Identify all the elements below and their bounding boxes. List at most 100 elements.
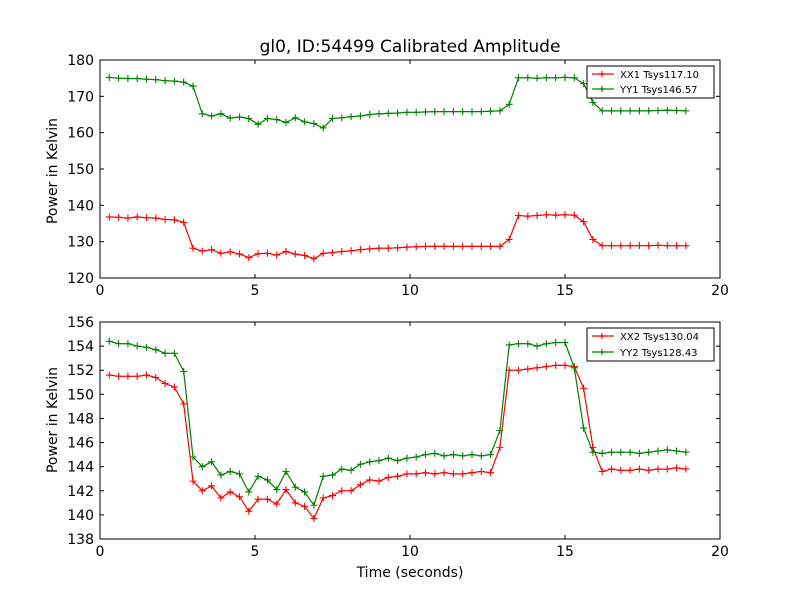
bottom-series-1-point <box>524 340 532 348</box>
top-y-tick-label: 120 <box>67 271 94 287</box>
top-series-0-point <box>422 242 429 250</box>
top-series-1-point <box>515 74 522 82</box>
bottom-y-tick-label: 144 <box>67 460 94 476</box>
bottom-series-1-point <box>431 449 439 457</box>
top-y-tick-label: 180 <box>67 53 94 69</box>
bottom-series-0-point <box>152 373 160 381</box>
top-series-1-point <box>673 107 681 115</box>
bottom-series-0-point <box>338 487 346 495</box>
bottom-series-0-point <box>273 500 281 508</box>
bottom-legend-label-xx2: XX2 Tsys130.04 <box>620 332 699 343</box>
top-series-1-point <box>310 120 318 128</box>
top-series-0-point <box>673 242 681 250</box>
bottom-series-1-point <box>533 342 541 350</box>
top-chart-title: gl0, ID:54499 Calibrated Amplitude <box>260 37 561 57</box>
top-series-0-point <box>635 242 643 250</box>
top-series-1-point <box>663 106 671 114</box>
bottom-series-1-point <box>263 476 271 484</box>
top-series-1-point <box>431 108 439 116</box>
top-series-0-point <box>170 216 178 224</box>
bottom-series-0-point <box>356 481 364 489</box>
bottom-series-1-point <box>273 486 281 494</box>
bottom-series-0-point <box>580 384 588 392</box>
bottom-series-1-point <box>338 465 346 473</box>
bottom-series-1-point <box>412 453 420 461</box>
bottom-series-1-point <box>133 342 141 350</box>
top-series-0-point <box>319 249 327 257</box>
bottom-series-0-point <box>217 494 225 502</box>
top-series-0-point <box>356 246 364 254</box>
top-series-line-0 <box>109 214 686 260</box>
top-series-1-point <box>152 76 160 84</box>
bottom-series-1-point <box>245 488 253 496</box>
bottom-series-1-point <box>180 367 188 375</box>
top-series-1-point <box>487 107 495 115</box>
top-series-1-point <box>477 108 485 116</box>
top-series-1-point <box>180 78 188 86</box>
bottom-x-tick-label: 0 <box>96 544 105 560</box>
bottom-series-1-point <box>254 472 262 480</box>
top-series-0-point <box>198 247 206 255</box>
bottom-series-1-point <box>468 451 476 459</box>
bottom-series-0-point <box>617 466 625 474</box>
top-series-1-point <box>217 110 225 118</box>
bottom-series-0-point <box>449 470 457 478</box>
top-series-1-point <box>170 77 178 85</box>
bottom-series-0-point <box>515 366 522 374</box>
bottom-series-0-point <box>533 364 541 372</box>
top-series-1-point <box>115 74 123 82</box>
top-series-0-point <box>291 250 299 258</box>
bottom-series-0-point <box>254 495 262 503</box>
top-series-0-point <box>310 255 318 263</box>
bottom-series-1-point <box>161 349 169 357</box>
top-series-1-point <box>561 73 569 81</box>
top-series-1-point <box>301 118 309 126</box>
top-series-0-point <box>226 248 234 256</box>
top-series-0-point <box>189 244 197 252</box>
bottom-series-0-point <box>496 443 504 451</box>
bottom-series-0-point <box>487 469 495 477</box>
top-series-1-point <box>338 114 346 122</box>
top-series-1-point <box>356 112 364 120</box>
bottom-series-1-point <box>170 349 178 357</box>
top-series-0-point <box>580 218 588 226</box>
bottom-series-1-point <box>394 457 402 465</box>
bottom-series-0-point <box>422 469 429 477</box>
bottom-series-0-point <box>180 400 188 408</box>
bottom-series-0-point <box>598 467 606 475</box>
top-series-1-point <box>189 82 197 90</box>
bottom-series-1-point <box>124 340 132 348</box>
bottom-series-0-point <box>459 470 467 478</box>
bottom-y-tick-label: 154 <box>67 339 94 355</box>
bottom-series-1-point <box>598 449 606 457</box>
bottom-series-0-point <box>143 371 150 379</box>
bottom-series-0-point <box>384 474 392 482</box>
bottom-series-1-point <box>552 338 560 346</box>
top-x-tick-label: 5 <box>251 283 260 299</box>
bottom-series-0-point <box>682 465 690 473</box>
bottom-series-1-point <box>505 341 513 349</box>
bottom-x-tick-label: 10 <box>401 544 419 560</box>
bottom-series-1-point <box>143 343 150 351</box>
top-x-tick-label: 0 <box>96 283 105 299</box>
top-series-0-point <box>105 213 113 221</box>
bottom-series-0-point <box>552 361 560 369</box>
top-series-0-point <box>254 250 262 258</box>
bottom-legend-marker-xx2 <box>599 333 605 339</box>
top-legend-marker-xx1 <box>599 71 605 77</box>
bottom-series-1-point <box>217 471 225 479</box>
bottom-y-tick-label: 142 <box>67 484 94 500</box>
bottom-series-1-point <box>282 467 290 475</box>
top-legend-label-yy1: YY1 Tsys146.57 <box>619 85 698 96</box>
top-series-0-point <box>496 242 504 250</box>
top-series-0-point <box>608 242 615 250</box>
top-series-0-point <box>152 214 160 222</box>
bottom-y-tick-label: 156 <box>67 315 94 331</box>
bottom-legend-box <box>586 327 715 362</box>
bottom-series-0-point <box>561 361 569 369</box>
bottom-y-tick-label: 152 <box>67 363 94 379</box>
top-series-1-point <box>552 74 560 82</box>
bottom-x-axis-label: Time (seconds) <box>356 565 464 581</box>
top-y-tick-label: 140 <box>67 198 94 214</box>
bottom-series-1-point <box>440 452 448 460</box>
